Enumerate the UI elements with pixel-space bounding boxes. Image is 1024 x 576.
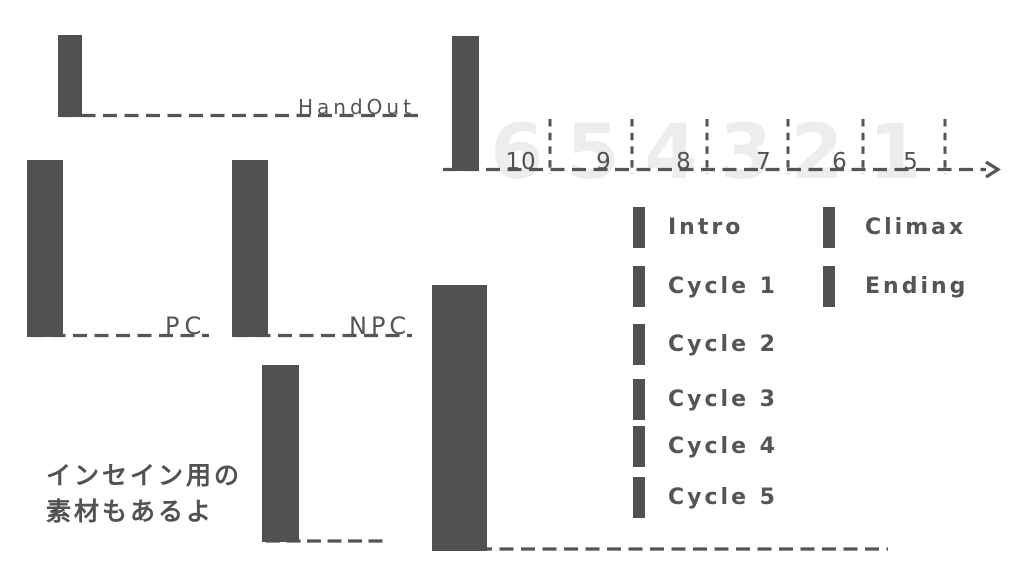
legend-label: Cycle 5 [668, 484, 778, 510]
legend-marker [633, 477, 645, 518]
legend-label: Climax [865, 214, 967, 240]
handout-label: HandOut [298, 95, 415, 119]
faded-countdown-number: 5 [566, 107, 620, 196]
timeline-number-7: 7 [756, 149, 772, 175]
legend-item-cycle-5: Cycle 5 [633, 477, 778, 518]
legend-label: Cycle 2 [668, 331, 778, 357]
legend-item-intro: Intro [633, 207, 743, 248]
legend-marker [633, 426, 645, 467]
timeline-number-9: 9 [596, 149, 612, 175]
legend-marker [633, 324, 645, 365]
legend-label: Cycle 1 [668, 273, 778, 299]
legend-item-cycle-2: Cycle 2 [633, 324, 778, 365]
faded-countdown-number: 6 [490, 107, 544, 196]
legend-marker [823, 207, 835, 248]
legend-marker [823, 266, 835, 307]
timeline-number-10: 10 [505, 149, 537, 175]
legend-item-ending: Ending [823, 266, 968, 307]
npc-bar [232, 160, 268, 337]
faded-countdown-number: 2 [790, 107, 844, 196]
pc-bar [27, 160, 63, 337]
legend-label: Ending [865, 273, 969, 299]
legend-item-cycle-1: Cycle 1 [633, 266, 778, 307]
legend-label: Intro [668, 214, 744, 240]
insane-note-line2: 素材もあるよ [46, 497, 215, 526]
legend-marker [633, 207, 645, 248]
faded-countdown-number: 3 [719, 107, 773, 196]
faded-countdown-number: 4 [644, 107, 698, 196]
insane-note: インセイン用の 素材もあるよ [46, 458, 242, 530]
faded-countdown-number: 1 [868, 107, 922, 196]
timeline-arrowhead-icon [985, 160, 1002, 179]
timeline-number-6: 6 [832, 149, 848, 175]
insane-note-line1: インセイン用の [46, 461, 243, 490]
legend-marker [633, 266, 645, 307]
timeline-number-5: 5 [903, 149, 919, 175]
legend-label: Cycle 3 [668, 386, 778, 412]
main-bar [432, 285, 487, 551]
handout-bar [58, 35, 82, 117]
legend-item-cycle-3: Cycle 3 [633, 379, 778, 420]
timeline-bar [452, 36, 479, 171]
insane-bar [262, 365, 299, 542]
legend-marker [633, 379, 645, 420]
pc-label: PC [165, 312, 207, 340]
legend-item-cycle-4: Cycle 4 [633, 426, 778, 467]
legend-label: Cycle 4 [668, 433, 778, 459]
timeline-number-8: 8 [676, 149, 692, 175]
legend-item-climax: Climax [823, 207, 966, 248]
npc-label: NPC [349, 312, 411, 340]
